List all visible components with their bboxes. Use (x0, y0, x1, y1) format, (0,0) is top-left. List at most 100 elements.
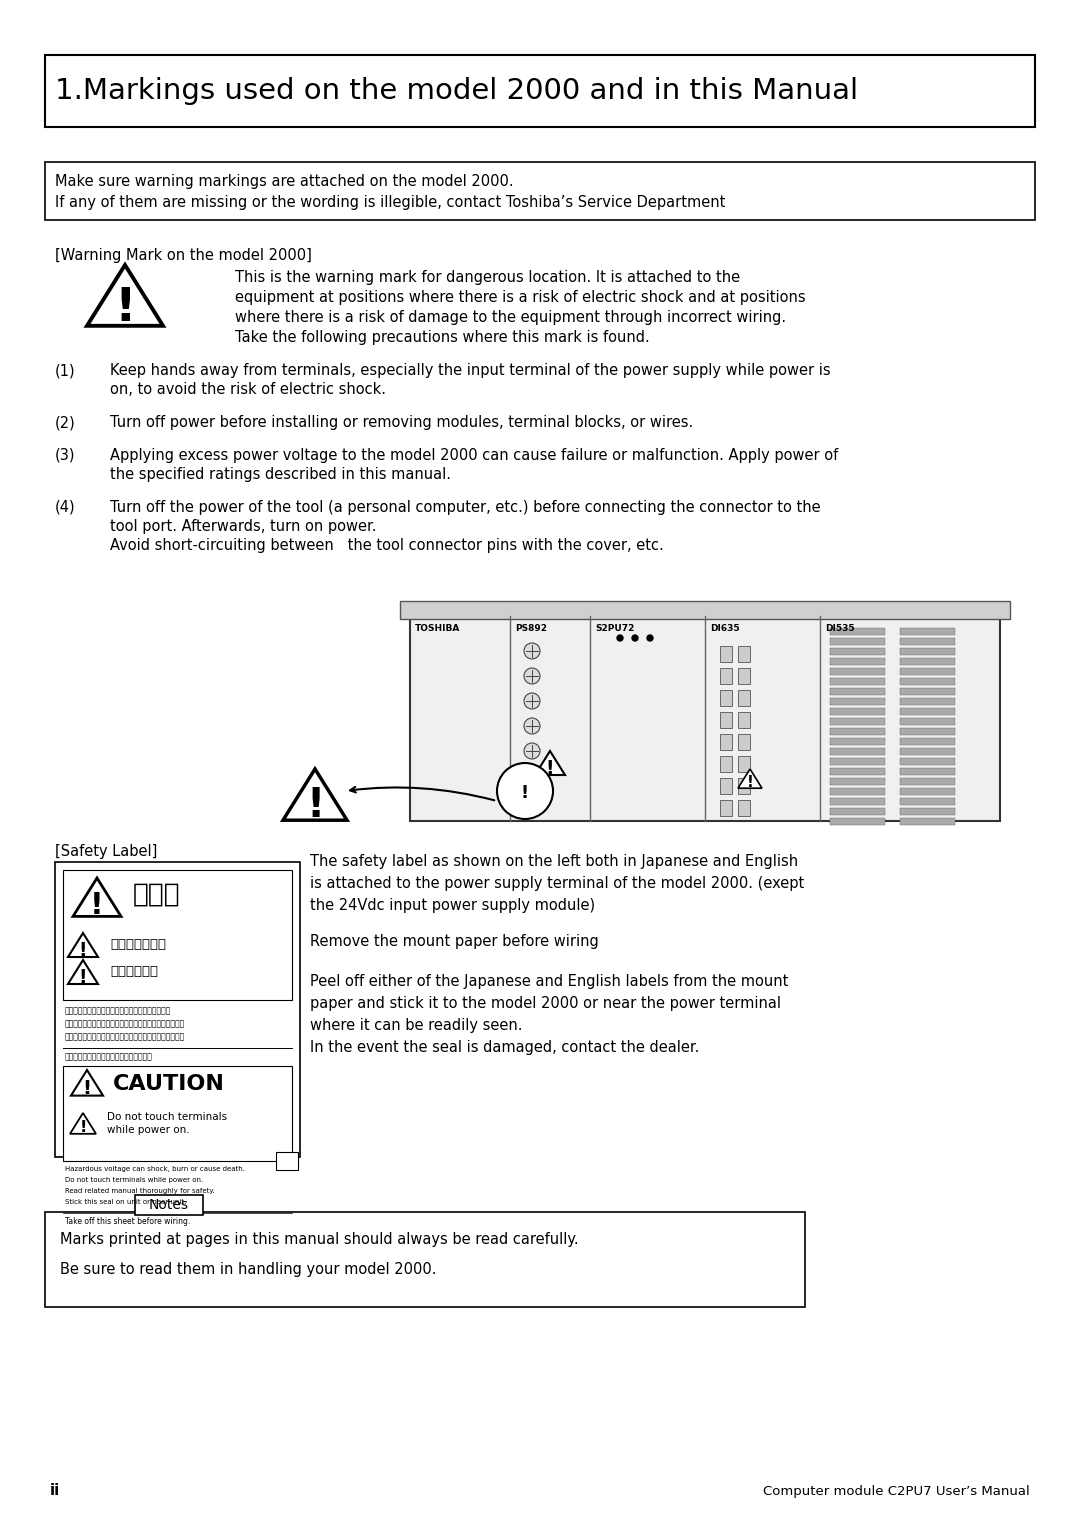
FancyBboxPatch shape (410, 616, 1000, 821)
FancyBboxPatch shape (63, 1067, 292, 1161)
Text: (2): (2) (55, 416, 76, 429)
Polygon shape (535, 750, 565, 775)
Text: where there is a risk of damage to the equipment through incorrect wiring.: where there is a risk of damage to the e… (235, 310, 786, 325)
FancyBboxPatch shape (900, 718, 955, 724)
FancyBboxPatch shape (720, 801, 732, 816)
Text: Remove the mount paper before wiring: Remove the mount paper before wiring (310, 934, 598, 949)
Text: !: ! (79, 941, 87, 960)
FancyBboxPatch shape (900, 668, 955, 675)
Text: Marks printed at pages in this manual should always be read carefully.: Marks printed at pages in this manual sh… (60, 1232, 579, 1247)
Polygon shape (70, 1112, 96, 1134)
Text: !: ! (79, 1120, 86, 1135)
FancyBboxPatch shape (400, 601, 1010, 619)
FancyBboxPatch shape (900, 698, 955, 704)
FancyBboxPatch shape (45, 162, 1035, 220)
FancyBboxPatch shape (720, 778, 732, 795)
FancyBboxPatch shape (831, 688, 885, 695)
FancyBboxPatch shape (738, 691, 750, 706)
FancyBboxPatch shape (738, 668, 750, 685)
Circle shape (524, 668, 540, 685)
FancyBboxPatch shape (900, 707, 955, 715)
FancyBboxPatch shape (720, 646, 732, 662)
FancyBboxPatch shape (276, 1152, 298, 1170)
Text: Be sure to read them in handling your model 2000.: Be sure to read them in handling your mo… (60, 1262, 436, 1277)
Text: Take the following precautions where this mark is found.: Take the following precautions where thi… (235, 330, 650, 345)
Text: Turn off the power of the tool (a personal computer, etc.) before connecting the: Turn off the power of the tool (a person… (110, 500, 821, 515)
Text: Avoid short-circuiting between   the tool connector pins with the cover, etc.: Avoid short-circuiting between the tool … (110, 538, 664, 553)
Text: !: ! (114, 286, 136, 332)
FancyBboxPatch shape (738, 712, 750, 727)
FancyBboxPatch shape (738, 756, 750, 772)
FancyBboxPatch shape (900, 628, 955, 636)
Polygon shape (71, 1070, 103, 1096)
FancyBboxPatch shape (900, 688, 955, 695)
FancyBboxPatch shape (831, 769, 885, 775)
Text: !: ! (82, 1079, 92, 1099)
FancyBboxPatch shape (900, 727, 955, 735)
Text: In the event the seal is damaged, contact the dealer.: In the event the seal is damaged, contac… (310, 1041, 700, 1054)
Text: (1): (1) (55, 364, 76, 377)
Text: on, to avoid the risk of electric shock.: on, to avoid the risk of electric shock. (110, 382, 386, 397)
FancyBboxPatch shape (135, 1195, 203, 1216)
Text: the specified ratings described in this manual.: the specified ratings described in this … (110, 468, 451, 481)
Text: CAUTION: CAUTION (113, 1074, 225, 1094)
FancyBboxPatch shape (738, 646, 750, 662)
FancyBboxPatch shape (831, 628, 885, 636)
Polygon shape (68, 960, 98, 984)
Polygon shape (68, 934, 98, 957)
FancyBboxPatch shape (900, 648, 955, 656)
FancyBboxPatch shape (831, 798, 885, 805)
Text: If any of them are missing or the wording is illegible, contact Toshiba’s Servic: If any of them are missing or the wordin… (55, 196, 726, 209)
Text: Peel off either of the Japanese and English labels from the mount: Peel off either of the Japanese and Engl… (310, 973, 788, 989)
Circle shape (524, 718, 540, 733)
FancyBboxPatch shape (900, 758, 955, 766)
FancyBboxPatch shape (720, 756, 732, 772)
Text: 1.Markings used on the model 2000 and in this Manual: 1.Markings used on the model 2000 and in… (55, 76, 859, 105)
Text: 端子さわるな: 端子さわるな (110, 966, 158, 978)
Text: ii: ii (50, 1484, 60, 1497)
Text: [Warning Mark on the model 2000]: [Warning Mark on the model 2000] (55, 248, 312, 263)
FancyBboxPatch shape (831, 758, 885, 766)
FancyBboxPatch shape (135, 1195, 203, 1215)
Text: !: ! (90, 891, 104, 920)
Polygon shape (87, 264, 163, 325)
FancyBboxPatch shape (738, 733, 750, 750)
Text: is attached to the power supply terminal of the model 2000. (exept: is attached to the power supply terminal… (310, 876, 805, 891)
Text: Stick this seal on unit or near unit.: Stick this seal on unit or near unit. (65, 1199, 187, 1206)
Text: Notes: Notes (149, 1198, 189, 1212)
FancyBboxPatch shape (63, 869, 292, 999)
Circle shape (524, 643, 540, 659)
FancyBboxPatch shape (900, 738, 955, 746)
Text: DI535: DI535 (825, 623, 854, 633)
Polygon shape (283, 769, 347, 821)
FancyBboxPatch shape (738, 778, 750, 795)
Text: the 24Vdc input power supply module): the 24Vdc input power supply module) (310, 898, 595, 914)
Text: while power on.: while power on. (107, 1125, 190, 1135)
Text: Take off this sheet before wiring.: Take off this sheet before wiring. (65, 1216, 190, 1225)
FancyBboxPatch shape (831, 648, 885, 656)
Text: !: ! (746, 775, 754, 790)
Circle shape (524, 793, 540, 808)
Text: Computer module C2PU7 User’s Manual: Computer module C2PU7 User’s Manual (764, 1485, 1030, 1497)
FancyBboxPatch shape (831, 639, 885, 645)
Polygon shape (511, 778, 539, 799)
FancyBboxPatch shape (831, 778, 885, 785)
Text: Hazardous voltage can shock, burn or cause death.: Hazardous voltage can shock, burn or cau… (65, 1166, 245, 1172)
FancyBboxPatch shape (831, 698, 885, 704)
Text: (3): (3) (55, 448, 76, 463)
FancyBboxPatch shape (900, 778, 955, 785)
Text: !: ! (306, 785, 324, 825)
Text: Do not touch terminals: Do not touch terminals (107, 1112, 227, 1122)
Text: 電気しますので通電中は端子にさわらないくたさい: 電気しますので通電中は端子にさわらないくたさい (65, 1005, 172, 1015)
Circle shape (617, 636, 623, 642)
FancyBboxPatch shape (720, 668, 732, 685)
Text: where it can be readily seen.: where it can be readily seen. (310, 1018, 523, 1033)
Text: PS892: PS892 (515, 623, 546, 633)
FancyBboxPatch shape (900, 817, 955, 825)
FancyBboxPatch shape (831, 738, 885, 746)
FancyBboxPatch shape (55, 862, 300, 1157)
FancyBboxPatch shape (831, 718, 885, 724)
FancyBboxPatch shape (831, 749, 885, 755)
Text: Read related manual thoroughly for safety.: Read related manual thoroughly for safet… (65, 1187, 215, 1193)
Text: The safety label as shown on the left both in Japanese and English: The safety label as shown on the left bo… (310, 854, 798, 869)
